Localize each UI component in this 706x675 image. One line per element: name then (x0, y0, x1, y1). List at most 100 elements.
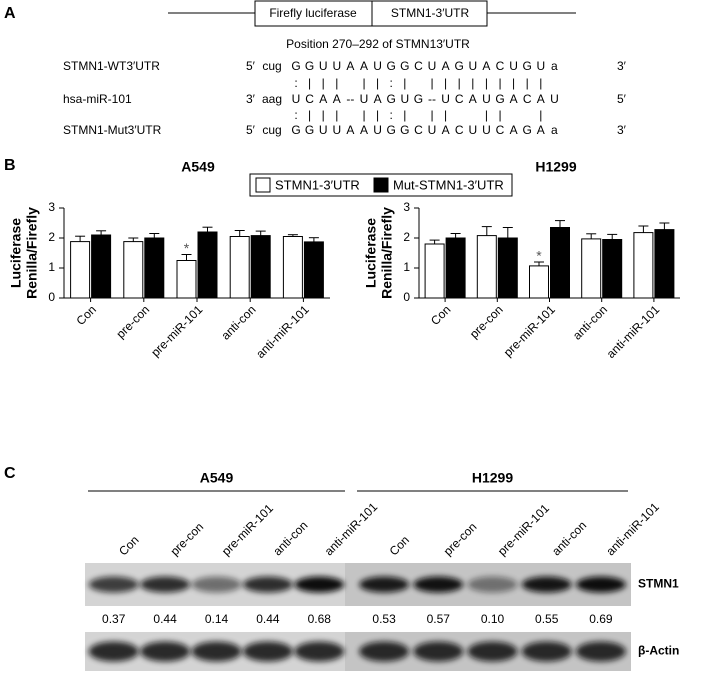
pairing-mark: | (444, 76, 447, 90)
x-tick-label: pre-miR-101 (501, 302, 558, 359)
legend-label: STMN1-3′UTR (275, 177, 360, 192)
nucleotide: A (442, 123, 450, 137)
nucleotide: A (442, 59, 450, 73)
bar (424, 243, 445, 299)
sequence-end: 5′ (246, 123, 256, 137)
bar (602, 239, 623, 299)
significance: * (184, 240, 190, 256)
sequence-end: 3′ (617, 59, 627, 73)
quantification: 0.44 (256, 612, 280, 626)
x-tick-label: pre-con (467, 302, 506, 341)
nucleotide: U (319, 59, 328, 73)
nucleotide: U (373, 123, 382, 137)
nucleotide: C (523, 92, 532, 106)
pairing-mark: : (294, 108, 297, 122)
lane-label: pre-miR-101 (219, 501, 276, 558)
sequence-end: 3′ (246, 92, 256, 106)
bar (91, 234, 112, 299)
lane-label: pre-con (168, 520, 207, 559)
y-axis-label: Luciferase (363, 218, 379, 288)
pairing-mark: | (335, 108, 338, 122)
pairing-mark: | (444, 108, 447, 122)
nucleotide: U (332, 59, 341, 73)
pairing-mark: | (403, 76, 406, 90)
nucleotide: A (510, 92, 518, 106)
bar (176, 260, 197, 299)
y-axis-label: Renilla/Firefly (379, 207, 395, 299)
sequence-name: STMN1-WT3′UTR (63, 59, 160, 73)
pairing-mark: | (403, 108, 406, 122)
box-label: STMN1-3′UTR (391, 6, 470, 20)
nucleotide: cug (262, 59, 281, 73)
pairing-mark: | (498, 76, 501, 90)
sequence-end: 3′ (617, 123, 627, 137)
nucleotide: A (319, 92, 327, 106)
panel-label: A (4, 5, 16, 22)
significance: * (536, 248, 542, 264)
caption: Position 270–292 of STMN13′UTR (286, 37, 470, 51)
band (294, 641, 345, 662)
nucleotide: U (428, 59, 437, 73)
band (88, 641, 139, 662)
bar (445, 237, 466, 299)
nucleotide: A (510, 123, 518, 137)
bar (123, 241, 144, 299)
x-tick-label: Con (428, 302, 453, 327)
lane-label: anti-miR-101 (603, 500, 662, 559)
nucleotide: A (346, 59, 354, 73)
pairing-mark: | (485, 76, 488, 90)
x-tick-label: anti-con (570, 302, 610, 342)
pairing-mark: : (390, 108, 393, 122)
quantification: 0.55 (535, 612, 559, 626)
nucleotide: G (291, 59, 300, 73)
band (359, 576, 410, 593)
pairing-mark: | (539, 108, 542, 122)
y-axis-label: Renilla/Firefly (24, 207, 40, 299)
sequence-end: 5′ (617, 92, 627, 106)
lane-label: Con (387, 533, 412, 558)
group-label: A549 (200, 470, 234, 486)
quantification: 0.37 (102, 612, 126, 626)
nucleotide: A (537, 123, 545, 137)
nucleotide: U (482, 92, 491, 106)
x-tick-label: anti-miR-101 (604, 302, 663, 361)
bar (70, 241, 91, 299)
nucleotide: A (469, 92, 477, 106)
nucleotide: a (551, 123, 558, 137)
quantification: 0.14 (205, 612, 229, 626)
nucleotide: aag (262, 92, 282, 106)
bar (229, 236, 250, 299)
pairing-mark: | (362, 76, 365, 90)
y-axis-label: Luciferase (8, 218, 24, 288)
pairing-mark: : (390, 76, 393, 90)
x-tick-label: anti-con (218, 302, 258, 342)
nucleotide: U (400, 92, 409, 106)
row-label: β-Actin (638, 644, 679, 658)
sequence-name: hsa-miR-101 (63, 92, 132, 106)
nucleotide: -- (346, 92, 354, 106)
band (294, 576, 345, 593)
bar (476, 235, 497, 299)
chart-title: A549 (181, 159, 215, 175)
band (575, 576, 626, 593)
nucleotide: G (414, 92, 423, 106)
band (140, 641, 191, 662)
band (467, 576, 518, 593)
bar (303, 241, 324, 299)
quantification: 0.53 (372, 612, 396, 626)
construct-box (371, 0, 488, 27)
quantification: 0.10 (481, 612, 505, 626)
bar (529, 265, 549, 299)
band (521, 641, 572, 662)
bar (250, 235, 271, 299)
pairing-mark: | (322, 76, 325, 90)
nucleotide: A (333, 92, 341, 106)
nucleotide: a (551, 59, 558, 73)
box-label: Firefly luciferase (269, 6, 357, 20)
nucleotide: C (455, 123, 464, 137)
nucleotide: U (482, 123, 491, 137)
pairing-mark: | (512, 76, 515, 90)
band (359, 641, 410, 662)
nucleotide: A (360, 59, 368, 73)
nucleotide: G (387, 123, 396, 137)
